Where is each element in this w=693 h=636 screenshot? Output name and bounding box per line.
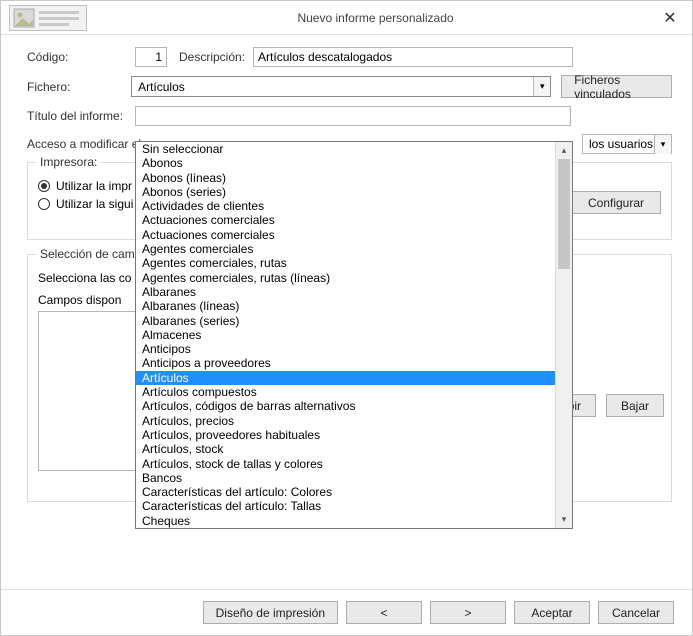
dropdown-item[interactable]: Artículos: [136, 371, 555, 385]
row-titulo: Título del informe:: [27, 106, 672, 126]
acceso-select[interactable]: los usuarios ▾: [582, 134, 672, 154]
dropdown-item[interactable]: Agentes comerciales, rutas: [136, 256, 555, 270]
dropdown-item[interactable]: Albaranes: [136, 285, 555, 299]
dropdown-item[interactable]: Características del artículo: Colores: [136, 485, 555, 499]
dialog-content: Código: Descripción: Fichero: Artículos …: [1, 35, 692, 502]
dropdown-item[interactable]: Artículos, stock: [136, 442, 555, 456]
dialog-window: Nuevo informe personalizado ✕ Código: De…: [0, 0, 693, 636]
codigo-input[interactable]: [135, 47, 167, 67]
scroll-thumb[interactable]: [558, 159, 570, 269]
fichero-value: Artículos: [132, 80, 533, 94]
descripcion-input[interactable]: [253, 47, 573, 67]
dropdown-item[interactable]: Artículos, precios: [136, 414, 555, 428]
label-codigo: Código:: [27, 50, 135, 64]
label-descripcion: Descripción:: [179, 50, 245, 64]
dropdown-scrollbar[interactable]: ▴ ▾: [555, 142, 572, 528]
configurar-button[interactable]: Configurar: [571, 191, 661, 214]
label-acceso: Acceso a modificar el: [27, 137, 141, 151]
next-button[interactable]: >: [430, 601, 506, 624]
label-fichero: Fichero:: [27, 80, 131, 94]
dropdown-item[interactable]: Agentes comerciales, rutas (líneas): [136, 271, 555, 285]
aceptar-button[interactable]: Aceptar: [514, 601, 590, 624]
dialog-footer: Diseño de impresión < > Aceptar Cancelar: [1, 589, 692, 635]
radio-default-label: Utilizar la impr: [56, 179, 132, 193]
bajar-button[interactable]: Bajar: [606, 394, 664, 417]
dropdown-item[interactable]: Anticipos: [136, 342, 555, 356]
dropdown-list[interactable]: Sin seleccionarAbonosAbonos (líneas)Abon…: [136, 142, 555, 528]
dropdown-item[interactable]: Sin seleccionar: [136, 142, 555, 156]
dropdown-item[interactable]: Artículos compuestos: [136, 385, 555, 399]
radio-icon: [38, 198, 50, 210]
ficheros-vinculados-button[interactable]: Ficheros vinculados: [561, 75, 672, 98]
chevron-down-icon[interactable]: ▾: [533, 77, 550, 96]
titlebar: Nuevo informe personalizado ✕: [1, 1, 692, 35]
dropdown-item[interactable]: Agentes comerciales: [136, 242, 555, 256]
dropdown-item[interactable]: Artículos, proveedores habituales: [136, 428, 555, 442]
dropdown-item[interactable]: Características del artículo: Tallas: [136, 499, 555, 513]
dropdown-item[interactable]: Actividades de clientes: [136, 199, 555, 213]
dropdown-item[interactable]: Bancos: [136, 471, 555, 485]
dropdown-item[interactable]: Almacenes: [136, 328, 555, 342]
titulo-input[interactable]: [135, 106, 571, 126]
group-title-impresora: Impresora:: [36, 155, 101, 169]
dropdown-item[interactable]: Cheques: [136, 514, 555, 528]
close-icon[interactable]: ✕: [656, 8, 684, 28]
row-codigo: Código: Descripción:: [27, 47, 672, 67]
cancelar-button[interactable]: Cancelar: [598, 601, 674, 624]
dropdown-item[interactable]: Abonos (series): [136, 185, 555, 199]
dropdown-item[interactable]: Anticipos a proveedores: [136, 356, 555, 370]
fichero-select[interactable]: Artículos ▾: [131, 76, 551, 97]
row-fichero: Fichero: Artículos ▾ Ficheros vinculados: [27, 75, 672, 98]
dialog-title: Nuevo informe personalizado: [95, 11, 656, 25]
report-icon: [9, 5, 87, 31]
label-titulo: Título del informe:: [27, 109, 135, 123]
acceso-value: los usuarios: [583, 137, 654, 151]
dropdown-item[interactable]: Abonos (líneas): [136, 171, 555, 185]
dropdown-item[interactable]: Abonos: [136, 156, 555, 170]
radio-icon: [38, 180, 50, 192]
dropdown-item[interactable]: Albaranes (líneas): [136, 299, 555, 313]
prev-button[interactable]: <: [346, 601, 422, 624]
dropdown-item[interactable]: Actuaciones comerciales: [136, 213, 555, 227]
dropdown-item[interactable]: Artículos, stock de tallas y colores: [136, 457, 555, 471]
chevron-down-icon[interactable]: ▾: [654, 135, 671, 154]
dropdown-item[interactable]: Albaranes (series): [136, 314, 555, 328]
scroll-down-icon[interactable]: ▾: [556, 511, 572, 528]
dropdown-item[interactable]: Artículos, códigos de barras alternativo…: [136, 399, 555, 413]
fichero-dropdown-popup: Sin seleccionarAbonosAbonos (líneas)Abon…: [135, 141, 573, 529]
radio-alt-label: Utilizar la sigui: [56, 197, 133, 211]
scroll-up-icon[interactable]: ▴: [556, 142, 572, 159]
dropdown-item[interactable]: Actuaciones comerciales: [136, 228, 555, 242]
diseno-button[interactable]: Diseño de impresión: [203, 601, 338, 624]
